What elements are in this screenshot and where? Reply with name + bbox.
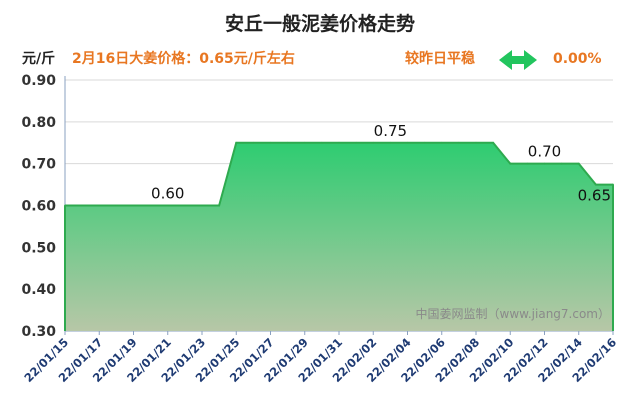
watermark: 中国姜网监制（www.jiang7.com）: [416, 306, 610, 321]
y-tick-label: 0.50: [21, 240, 56, 256]
data-point: [320, 141, 323, 144]
area-fill: [65, 142, 613, 331]
price-summary: 2月16日大姜价格：0.65元/斤左右: [72, 50, 295, 67]
data-label: 0.60: [151, 185, 184, 203]
data-point: [218, 204, 221, 207]
data-labels: 0.60 0.75 0.70 0.65: [151, 122, 611, 205]
data-point: [560, 162, 563, 165]
data-label: 0.70: [528, 143, 561, 161]
y-tick-label: 0.30: [21, 324, 56, 340]
data-point: [269, 141, 272, 144]
data-point: [355, 141, 358, 144]
data-point: [526, 162, 529, 165]
data-point: [201, 204, 203, 207]
data-point: [252, 141, 255, 144]
data-point: [149, 204, 152, 207]
y-tick-label: 0.80: [21, 115, 56, 131]
chart-title: 安丘一般泥姜价格走势: [225, 12, 415, 35]
data-point: [389, 141, 392, 144]
data-point: [98, 204, 101, 207]
data-label: 0.65: [578, 187, 611, 205]
data-point: [286, 141, 289, 144]
unit-label: 元/斤: [22, 50, 55, 67]
data-point: [235, 141, 238, 144]
data-point: [183, 204, 186, 207]
data-point: [406, 141, 409, 144]
plot-area: [64, 141, 614, 331]
data-point: [303, 141, 306, 144]
data-point: [457, 141, 460, 144]
trend-text: 较昨日平稳: [405, 50, 475, 67]
data-point: [594, 183, 597, 186]
x-axis-ticks: 22/01/1522/01/1722/01/1922/01/2122/01/23…: [21, 331, 619, 385]
data-point: [543, 162, 546, 165]
y-tick-label: 0.60: [21, 199, 56, 215]
data-point: [115, 204, 118, 207]
data-point: [492, 141, 495, 144]
double-arrow-icon: [499, 50, 537, 70]
data-point: [509, 162, 512, 165]
data-point: [475, 141, 477, 144]
data-point: [338, 141, 340, 144]
change-percent: 0.00%: [553, 51, 602, 67]
data-point: [423, 141, 426, 144]
data-label: 0.75: [374, 122, 407, 140]
y-tick-label: 0.70: [21, 157, 56, 173]
data-point: [81, 204, 84, 207]
data-point: [440, 141, 443, 144]
y-tick-label: 0.90: [21, 73, 56, 89]
data-point: [166, 204, 169, 207]
data-point: [372, 141, 375, 144]
data-point: [577, 162, 580, 165]
y-axis-ticks: 0.30 0.40 0.50 0.60 0.70 0.80 0.90: [21, 73, 56, 340]
y-tick-label: 0.40: [21, 282, 56, 298]
data-point: [132, 204, 135, 207]
